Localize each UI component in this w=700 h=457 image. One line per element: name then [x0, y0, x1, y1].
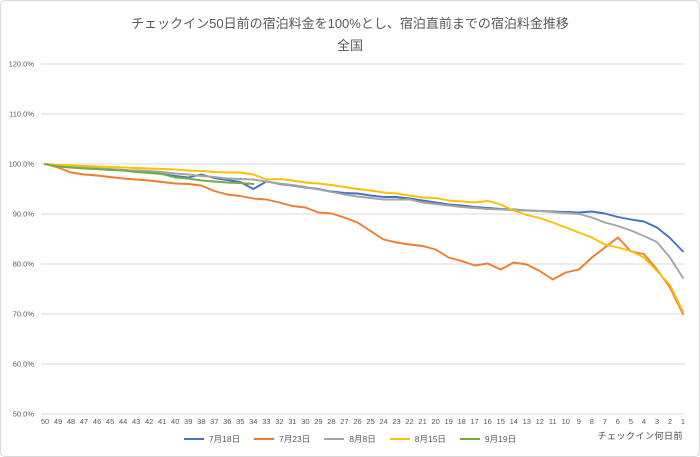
- series-line: [44, 163, 684, 253]
- legend-swatch: [254, 437, 275, 441]
- legend-swatch: [389, 437, 410, 441]
- x-axis-tick-label: 34: [249, 417, 257, 426]
- x-axis-tick-label: 48: [67, 417, 75, 426]
- x-axis-tick-label: 42: [145, 417, 153, 426]
- y-axis-tick-label: 80.0%: [13, 260, 35, 269]
- x-axis-tick-label: 1: [681, 417, 685, 426]
- x-axis-tick-label: 31: [288, 417, 296, 426]
- y-axis-tick-label: 120.0%: [9, 60, 35, 69]
- x-axis-tick-label: 14: [510, 417, 518, 426]
- x-axis-tick-label: 12: [536, 417, 544, 426]
- legend-swatch: [459, 437, 480, 441]
- legend-label: 8月15日: [414, 434, 446, 444]
- series-line: [44, 163, 684, 279]
- x-axis-tick-label: 40: [171, 417, 179, 426]
- chart-subtitle: 全国: [336, 38, 363, 53]
- x-axis-title: チェックイン何日前: [597, 431, 683, 441]
- x-axis-tick-label: 30: [301, 417, 309, 426]
- y-axis-tick-label: 50.0%: [13, 410, 35, 419]
- x-axis-tick-label: 18: [457, 417, 465, 426]
- legend-label: 7月18日: [208, 434, 241, 444]
- x-axis-tick-label: 15: [497, 417, 505, 426]
- legend-swatch: [324, 437, 345, 441]
- x-axis-tick-label: 8: [590, 417, 594, 426]
- x-axis-tick-label: 17: [471, 417, 479, 426]
- x-axis-tick-label: 26: [353, 417, 361, 426]
- x-axis-tick-label: 35: [236, 417, 244, 426]
- x-axis-tick-label: 47: [80, 417, 88, 426]
- x-axis-tick-label: 21: [418, 417, 426, 426]
- x-axis-tick-label: 20: [431, 417, 439, 426]
- x-axis-tick-label: 38: [197, 417, 205, 426]
- x-axis-tick-label: 33: [262, 417, 270, 426]
- x-axis-tick-label: 3: [655, 417, 659, 426]
- x-axis-tick-label: 41: [158, 417, 166, 426]
- y-axis-tick-label: 70.0%: [13, 310, 35, 319]
- x-axis-tick-label: 44: [119, 417, 127, 426]
- x-axis-tick-label: 10: [562, 417, 570, 426]
- legend-item: 7月18日: [183, 433, 241, 445]
- legend-item: 8月8日: [324, 433, 376, 445]
- x-axis-tick-label: 6: [616, 417, 620, 426]
- x-axis-tick-label: 27: [340, 417, 348, 426]
- x-axis-tick-label: 7: [603, 417, 607, 426]
- x-axis-tick-label: 24: [379, 417, 387, 426]
- x-axis-tick-label: 37: [210, 417, 218, 426]
- y-axis-tick-label: 90.0%: [13, 210, 35, 219]
- legend-item: 7月23日: [254, 433, 310, 445]
- y-axis-tick-label: 100.0%: [9, 160, 35, 169]
- x-axis-tick-label: 22: [405, 417, 413, 426]
- x-axis-tick-label: 29: [314, 417, 322, 426]
- x-axis-tick-label: 46: [93, 417, 101, 426]
- x-axis-tick-label: 5: [629, 417, 633, 426]
- x-axis-tick-label: 39: [184, 417, 192, 426]
- x-axis-tick-label: 2: [668, 417, 672, 426]
- x-axis-tick-label: 9: [577, 417, 581, 426]
- series-line: [44, 163, 255, 185]
- x-axis-tick-label: 23: [392, 417, 400, 426]
- legend-item: 9月19日: [459, 433, 517, 445]
- legend-label: 9月19日: [484, 434, 517, 444]
- x-axis-tick-label: 32: [275, 417, 283, 426]
- series-line: [44, 163, 684, 315]
- x-axis-tick-label: 13: [523, 417, 531, 426]
- x-axis-tick-label: 45: [106, 417, 114, 426]
- x-axis-tick-label: 28: [327, 417, 335, 426]
- x-axis-tick-label: 16: [484, 417, 492, 426]
- x-axis-tick-label: 4: [642, 417, 646, 426]
- series-line: [44, 163, 684, 313]
- x-axis-tick-label: 43: [132, 417, 140, 426]
- x-axis-tick-label: 49: [54, 417, 62, 426]
- y-axis-tick-label: 60.0%: [13, 360, 35, 369]
- legend: 7月18日 7月23日 8月8日 8月15日 9月19日: [1, 433, 699, 445]
- x-axis-tick-label: 50: [41, 417, 49, 426]
- x-axis-tick-label: 11: [549, 417, 557, 426]
- x-axis-tick-label: 19: [444, 417, 452, 426]
- chart-title: チェックイン50日前の宿泊料金を100%とし、宿泊直前までの宿泊料金推移: [131, 16, 569, 31]
- legend-label: 8月8日: [349, 434, 376, 444]
- x-axis-tick-label: 36: [223, 417, 231, 426]
- legend-swatch: [183, 437, 204, 441]
- legend-item: 8月15日: [389, 433, 446, 445]
- x-axis-tick-label: 25: [366, 417, 374, 426]
- y-axis-tick-label: 110.0%: [9, 110, 34, 119]
- legend-label: 7月23日: [279, 434, 311, 444]
